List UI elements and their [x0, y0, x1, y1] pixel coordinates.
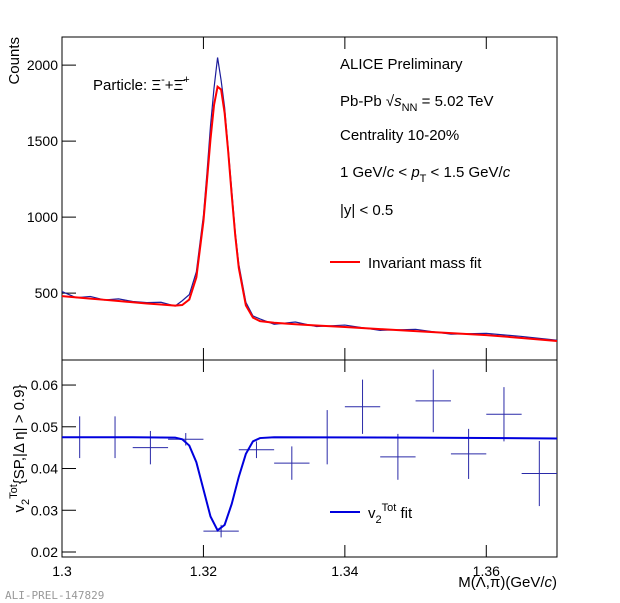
y-axis-label: v2Tot{SP,|Δ η| > 0.9} — [8, 384, 32, 512]
y-tick-label: 1000 — [27, 209, 58, 225]
text-part: v — [11, 505, 28, 513]
text-part: v — [368, 505, 376, 522]
text-part: NN — [402, 102, 418, 114]
text-part: 2 — [20, 499, 32, 505]
plot-frame — [61, 359, 558, 558]
text-part: < — [394, 164, 411, 181]
y-tick-label: 0.02 — [31, 544, 58, 560]
text-part: - — [161, 74, 165, 86]
annotation: 1 GeV/c < pT < 1.5 GeV/c — [340, 164, 511, 185]
annotation: |y| < 0.5 — [340, 202, 393, 219]
text-part: Tot — [382, 502, 397, 514]
text-part: |y| < 0.5 — [340, 202, 393, 219]
x-tick-label: 1.3 — [52, 563, 72, 579]
x-tick-label: 1.36 — [473, 563, 500, 579]
text-part: Pb-Pb √ — [340, 93, 395, 110]
legend-label: Invariant mass fit — [368, 255, 482, 272]
text-part: < 1.5 GeV/ — [426, 164, 503, 181]
text-part: Centrality 10-20% — [340, 127, 459, 144]
text-part: c — [545, 574, 553, 591]
data-line — [61, 84, 558, 342]
y-tick-label: 0.06 — [31, 377, 58, 393]
text-part: Invariant mass fit — [368, 255, 482, 272]
annotation: Centrality 10-20% — [340, 127, 459, 144]
x-tick-label: 1.34 — [331, 563, 358, 579]
y-tick-label: 0.05 — [31, 419, 58, 435]
text-part: + — [183, 74, 189, 86]
text-part: fit — [396, 505, 413, 522]
y-tick-label: 500 — [35, 285, 59, 301]
text-part: s — [394, 93, 402, 110]
x-axis-label: M(Λ,π)(GeV/c) — [458, 574, 557, 591]
x-tick-label: 1.32 — [190, 563, 217, 579]
text-part: ) — [552, 574, 557, 591]
y-tick-label: 0.03 — [31, 502, 58, 518]
text-part: T — [420, 173, 427, 185]
annotation: Particle: Ξ-+Ξ̄+ — [93, 74, 190, 94]
footnote: ALI-PREL-147829 — [5, 589, 104, 602]
legend-label: v2Tot fit — [368, 502, 413, 526]
text-part: p — [410, 164, 419, 181]
text-part: c — [503, 164, 511, 181]
text-part: ALICE Preliminary — [340, 56, 463, 73]
text-part: +Ξ̄ — [165, 77, 186, 94]
text-part: c — [387, 164, 395, 181]
y-axis-label: Counts — [6, 37, 23, 85]
annotation: ALICE Preliminary — [340, 56, 463, 73]
text-part: Particle: Ξ — [93, 77, 161, 94]
text-part: {SP,|Δ η| > 0.9} — [11, 384, 28, 484]
y-tick-label: 1500 — [27, 133, 58, 149]
y-tick-label: 0.04 — [31, 461, 58, 477]
fit-line — [62, 436, 558, 532]
text-part: M(Λ,π)(GeV/ — [458, 574, 545, 591]
annotation: Pb-Pb √sNN = 5.02 TeV — [340, 93, 494, 114]
text-part: = 5.02 TeV — [417, 93, 493, 110]
text-part: 1 GeV/ — [340, 164, 388, 181]
text-part: Tot — [8, 484, 20, 499]
y-tick-label: 2000 — [27, 57, 58, 73]
text-part: 2 — [376, 514, 382, 526]
